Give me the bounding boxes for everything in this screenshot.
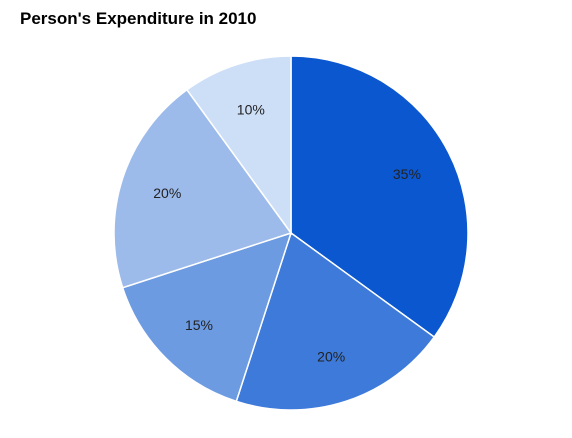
pie-slice-2[interactable]	[235, 231, 436, 411]
pie-slice-label-4: 20%	[153, 185, 181, 201]
pie-slice-3[interactable]	[121, 231, 293, 403]
pie-slices	[113, 55, 469, 411]
chart-title: Person's Expenditure in 2010	[20, 9, 257, 28]
pie-labels: 35% 20% 15% 20% 10%	[153, 101, 421, 364]
pie-slice-4[interactable]	[113, 88, 293, 289]
pie-slice-label-5: 10%	[237, 101, 265, 117]
pie-slice-label-1: 35%	[393, 166, 421, 182]
pie-slice-label-2: 20%	[317, 349, 345, 365]
pie-slice-label-3: 15%	[185, 317, 213, 333]
pie-slice-1[interactable]	[290, 55, 469, 339]
pie-slice-5[interactable]	[185, 55, 292, 236]
